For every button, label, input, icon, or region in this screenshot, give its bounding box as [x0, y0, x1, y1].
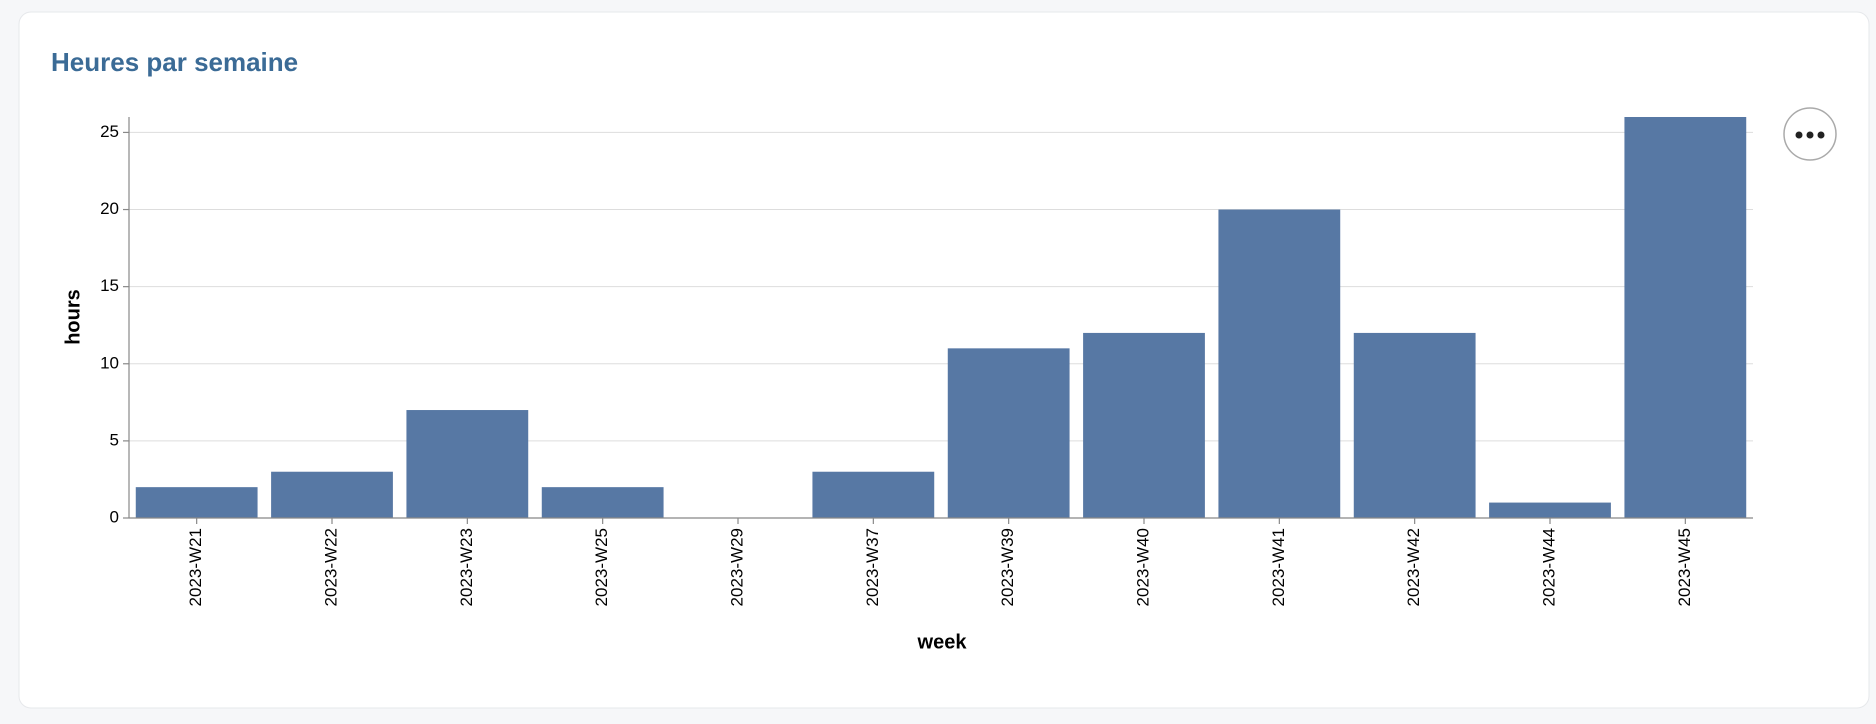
bar — [406, 410, 529, 518]
menu-dot — [1806, 131, 1814, 139]
bar — [1624, 117, 1747, 518]
menu-dot — [1817, 131, 1825, 139]
x-tick-label: 2023-W37 — [863, 528, 882, 606]
y-tick-label: 25 — [100, 122, 119, 141]
y-axis-title: hours — [62, 289, 84, 345]
bar — [947, 348, 1070, 518]
bar — [1083, 332, 1205, 518]
x-tick-label: 2023-W45 — [1675, 528, 1694, 606]
x-tick-label: 2023-W40 — [1133, 528, 1152, 606]
bar — [812, 471, 935, 518]
x-tick-label: 2023-W41 — [1269, 528, 1288, 606]
x-axis-title: week — [917, 631, 968, 653]
y-tick-label: 10 — [100, 353, 119, 372]
x-tick-label: 2023-W25 — [592, 528, 611, 606]
x-tick-label: 2023-W44 — [1539, 528, 1558, 606]
y-tick-label: 0 — [110, 507, 119, 526]
x-tick-label: 2023-W21 — [186, 528, 205, 606]
card — [18, 11, 1870, 709]
y-tick-label: 20 — [100, 199, 119, 218]
x-tick-label: 2023-W29 — [727, 528, 746, 606]
x-tick-label: 2023-W42 — [1404, 528, 1423, 606]
bar — [1489, 502, 1611, 518]
x-tick-label: 2023-W23 — [457, 528, 476, 606]
y-tick-label: 15 — [100, 276, 119, 295]
y-tick-label: 5 — [110, 430, 119, 449]
bar — [541, 487, 664, 518]
bar — [271, 471, 393, 518]
menu-dot — [1795, 131, 1803, 139]
bar — [1353, 332, 1476, 518]
chart-title: Heures par semaine — [51, 47, 298, 77]
bar — [1218, 209, 1341, 519]
x-tick-label: 2023-W22 — [321, 528, 340, 606]
x-tick-label: 2023-W39 — [998, 528, 1017, 606]
menu-button[interactable] — [1783, 107, 1837, 161]
bar — [135, 487, 258, 518]
